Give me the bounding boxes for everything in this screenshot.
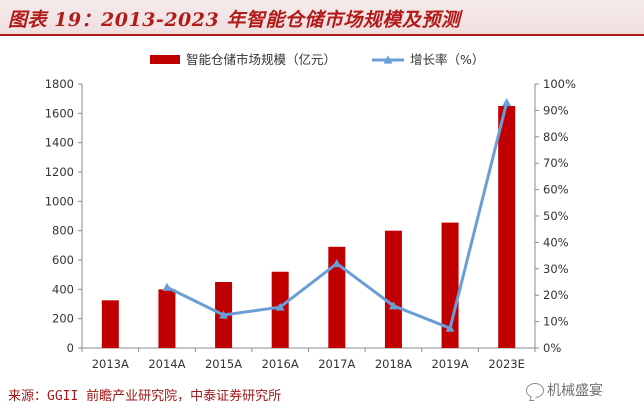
y-left-tick-label: 400 [52,282,74,296]
growth-point [162,282,172,291]
x-tick-label: 2013A [92,357,129,371]
watermark-text: 机械盛宴 [547,383,603,399]
growth-point [275,302,285,311]
y-left-tick-label: 0 [67,341,74,355]
bar [158,289,176,348]
y-left-tick-label: 600 [52,253,74,267]
source-note: 来源：GGII 前瞻产业研究院，中泰证券研究所 [8,389,282,404]
y-left-tick-label: 1000 [45,194,74,208]
bar [101,300,119,348]
y-left-tick-label: 1600 [45,106,74,120]
wechat-icon [526,382,544,398]
x-tick-label: 2016A [262,357,299,371]
x-tick-label: 2015A [205,357,242,371]
growth-point [332,259,342,268]
x-tick-label: 2014A [148,357,185,371]
y-right-tick-label: 10% [543,315,569,329]
x-tick-label: 2019A [431,357,468,371]
legend-bar-label: 智能仓储市场规模（亿元） [186,52,336,67]
y-left-tick-label: 200 [52,312,74,326]
y-right-tick-label: 100% [543,77,576,91]
y-right-tick-label: 0% [543,341,561,355]
y-right-tick-label: 70% [543,156,569,170]
title-band: 图表 19：2013-2023 年智能仓储市场规模及预测 [0,0,644,36]
y-left-tick-label: 800 [52,224,74,238]
growth-point [388,301,398,310]
bar [328,246,346,348]
chart-title: 图表 19：2013-2023 年智能仓储市场规模及预测 [8,9,461,31]
bar [384,230,402,348]
y-right-tick-label: 30% [543,262,569,276]
y-right-tick-label: 90% [543,103,569,117]
legend-line-marker [383,55,393,64]
growth-point [219,310,229,319]
y-right-tick-label: 40% [543,235,569,249]
bar [498,106,516,348]
x-tick-label: 2023E [488,357,525,371]
growth-point [445,323,455,332]
legend-line-label: 增长率（%） [410,52,484,67]
x-tick-label: 2018A [375,357,412,371]
y-right-tick-label: 60% [543,183,569,197]
watermark: 机械盛宴 [526,380,603,400]
y-right-tick-label: 50% [543,209,569,223]
x-tick-label: 2017A [318,357,355,371]
legend-bar-swatch [150,55,180,64]
chart: 0 200 400 600 800 1000 1200 1400 1600 1800 0% 10% 20… [45,52,576,371]
y-left-tick-label: 1800 [45,77,74,91]
y-right-tick-label: 20% [543,288,569,302]
y-right-tick-label: 80% [543,130,569,144]
growth-point [502,97,512,107]
y-left-tick-label: 1200 [45,165,74,179]
y-left-tick-label: 1400 [45,136,74,150]
